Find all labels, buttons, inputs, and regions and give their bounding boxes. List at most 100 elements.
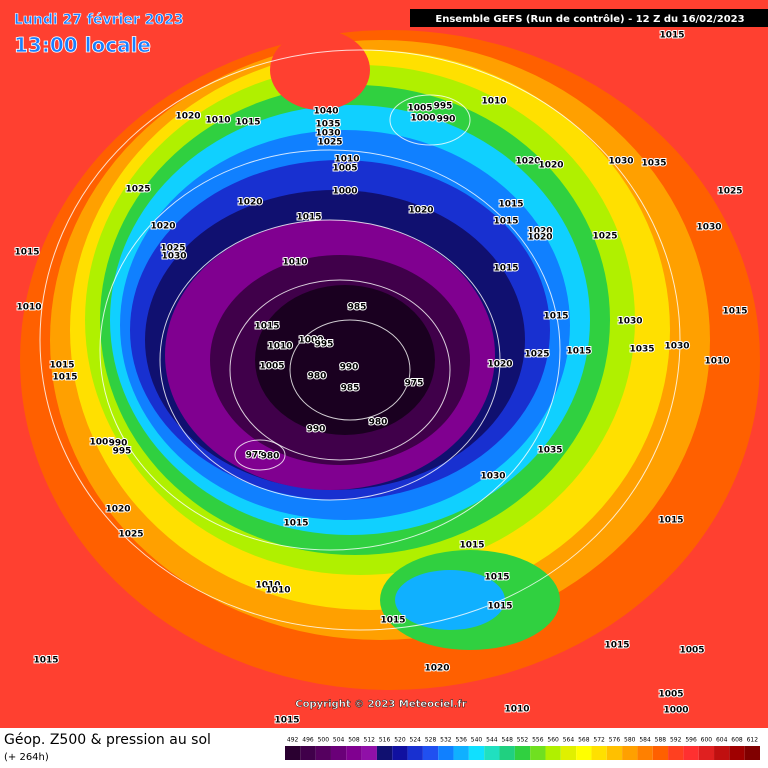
scale-cell [729, 746, 745, 760]
isobar-label: 1035 [641, 159, 666, 169]
scale-label: 520 [394, 737, 406, 744]
isobar-label: 1015 [658, 516, 683, 526]
isobar-label: 1035 [315, 120, 340, 130]
scale-label: 576 [609, 737, 621, 744]
scale-label: 492 [287, 737, 299, 744]
scale-cell [285, 746, 301, 760]
scale-cell [622, 746, 638, 760]
scale-label: 512 [364, 737, 376, 744]
scale-label: 548 [501, 737, 513, 744]
scale-cell [652, 746, 669, 760]
isobar-label: 1030 [664, 342, 689, 352]
scale-cell [545, 746, 561, 760]
scale-cell [438, 746, 454, 760]
isobar-label: 1030 [161, 252, 186, 262]
isobar-label: 1015 [283, 519, 308, 529]
scale-label: 600 [701, 737, 713, 744]
scale-cell [361, 746, 377, 760]
scale-cell [744, 746, 760, 760]
isobar-label: 995 [315, 340, 334, 350]
isobar-label: 1015 [49, 361, 74, 371]
isobar-label: 975 [405, 379, 424, 389]
scale-label: 496 [302, 737, 314, 744]
isobar-label: 1005 [259, 362, 284, 372]
isobar-label: 1000 [332, 187, 357, 197]
scale-label: 580 [624, 737, 636, 744]
run-info: Ensemble GEFS (Run de contrôle) - 12 Z d… [435, 13, 744, 25]
scale-cell [530, 746, 546, 760]
isobar [39, 49, 681, 631]
isobar-label: 1020 [105, 505, 130, 515]
band [255, 285, 435, 435]
isobar [159, 219, 501, 501]
scale-label: 500 [318, 737, 330, 744]
isobar-label: 1015 [659, 31, 684, 41]
isobar-label: 1010 [205, 116, 230, 126]
scale-cell [300, 746, 316, 760]
isobar-label: 995 [113, 447, 132, 457]
isobar-label: 1015 [254, 322, 279, 332]
isobar [389, 94, 471, 146]
isobar-label: 1020 [527, 233, 552, 243]
isobar-label: 1005 [679, 646, 704, 656]
isobar-label: 1010 [704, 357, 729, 367]
isobar-label: 1020 [237, 198, 262, 208]
isobar-label: 980 [261, 452, 280, 462]
isobar-label: 990 [437, 115, 456, 125]
isobar-label: 1015 [274, 716, 299, 726]
isobar-label: 990 [340, 363, 359, 373]
isobar [289, 319, 411, 421]
scale-label: 528 [425, 737, 437, 744]
isobar-label: 1005 [89, 438, 114, 448]
isobar-label: 1010 [265, 586, 290, 596]
band [270, 30, 370, 110]
isobar-label: 990 [109, 439, 128, 449]
isobar-label: 985 [348, 303, 367, 313]
isobar-label: 1015 [14, 248, 39, 258]
isobar-label: 1020 [515, 157, 540, 167]
isobar-label: 1000 [410, 114, 435, 124]
scale-cell [346, 746, 362, 760]
scale-label: 552 [517, 737, 529, 744]
scale-label: 596 [685, 737, 697, 744]
copyright: Copyright © 2023 Meteociel.fr [295, 699, 466, 710]
scale-cell [315, 746, 331, 760]
isobar-label: 1015 [52, 373, 77, 383]
isobar-label: 990 [307, 425, 326, 435]
scale-label: 588 [655, 737, 667, 744]
isobar-label: 1010 [282, 258, 307, 268]
isobar-label: 1015 [566, 347, 591, 357]
z500-field [20, 30, 760, 690]
isobar-label: 1010 [16, 303, 41, 313]
footer-lead: (+ 264h) [4, 752, 49, 763]
isobar-label: 995 [434, 102, 453, 112]
scale-label: 516 [379, 737, 391, 744]
isobar-label: 1020 [175, 112, 200, 122]
isobar-label: 1030 [696, 223, 721, 233]
scale-cell [407, 746, 423, 760]
footer-title: Géop. Z500 & pression au sol [4, 732, 211, 748]
isobar-label: 1015 [498, 200, 523, 210]
isobar-label: 1010 [504, 705, 529, 715]
isobar-label: 1015 [722, 307, 747, 317]
isobar-label: 1025 [717, 187, 742, 197]
isobar-label: 1010 [255, 581, 280, 591]
isobar-label: 1025 [524, 350, 549, 360]
scale-cell [591, 746, 607, 760]
isobar-label: 1015 [33, 656, 58, 666]
isobar-label: 980 [369, 418, 388, 428]
scale-cell [606, 746, 623, 760]
isobars [39, 49, 681, 631]
isobar-label: 1020 [527, 227, 552, 237]
isobar-label: 1005 [658, 690, 683, 700]
isobar-label: 1015 [380, 616, 405, 626]
isobar [234, 439, 286, 471]
isobar-label: 1000 [663, 706, 688, 716]
isobar-label: 980 [308, 372, 327, 382]
scale-label: 572 [593, 737, 605, 744]
color-scale: 492 496 500 504 508 512 516 520 524 528 532 536 540 5… [285, 737, 760, 760]
scale-label: 568 [578, 737, 590, 744]
isobar-label: 1030 [608, 157, 633, 167]
